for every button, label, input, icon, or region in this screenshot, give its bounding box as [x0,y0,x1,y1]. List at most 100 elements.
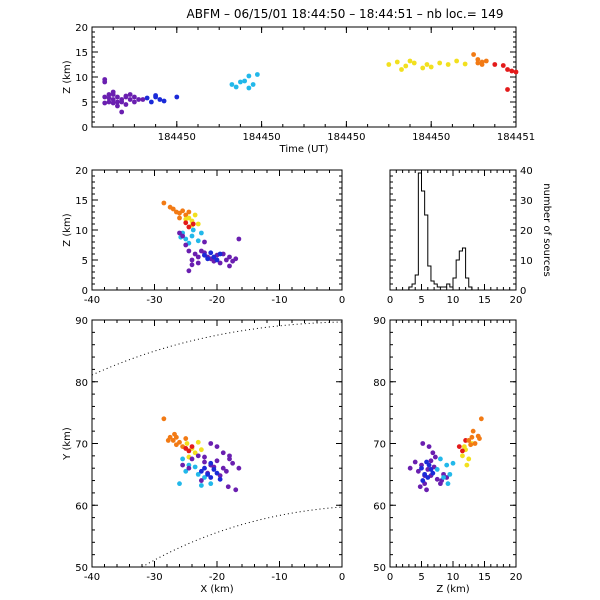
x-z-point [227,254,232,260]
time-height-point [119,99,125,105]
x-z-point [233,256,239,262]
z-y-x-tick-label: 15 [478,572,491,583]
x-z-y-label: Z (km) [62,213,73,246]
plan-view-point [195,453,201,459]
histogram-y-tick-label: 20 [520,226,533,237]
x-z-point [208,250,214,256]
time-height-point [127,92,133,97]
time-height-point [437,60,443,66]
z-y-point [434,467,440,472]
z-y-y-tick-label: 90 [373,316,386,327]
time-height-point [428,64,434,70]
plan-view-x-label: X (km) [200,584,233,595]
time-height-point [386,62,392,67]
plan-view-point [233,487,239,493]
z-y-x-tick-label: 0 [387,572,393,583]
plan-view-point [172,431,177,437]
z-y-point [466,456,472,462]
plan-view-panel: -40 -30 -20 -10 0 50 60 70 80 90 X (km) Y (km) [62,316,345,595]
plan-view-point [202,454,207,460]
time-height-point [403,63,409,69]
plan-view-y-tick-label: 50 [75,563,88,574]
plan-view-point [180,462,186,468]
z-y-point [430,470,436,476]
z-y-point [438,456,443,462]
x-z-point [214,257,220,263]
z-y-point [447,471,453,477]
histogram-x-tick-label: 15 [478,295,491,306]
z-y-x-tick-label: 20 [510,572,523,583]
time-height-point [505,87,510,92]
z-y-y-tick-label: 80 [373,378,386,389]
x-z-panel: -40 -30 -20 -10 0 0 5 10 15 20 Z (km) [62,166,345,306]
z-y-x-tick-label: 5 [418,572,424,583]
time-height-point [462,61,468,67]
z-y-point [426,444,432,449]
time-height-point [106,92,112,97]
z-y-point [425,475,431,480]
x-z-point [167,204,173,210]
x-z-point [202,252,207,258]
histogram-y-label: number of sources [541,183,552,276]
z-y-point [419,465,424,471]
z-y-point [424,487,429,493]
plan-view-point [220,465,226,471]
z-y-point [450,460,456,466]
x-z-point [211,254,217,260]
time-height-point [475,57,481,62]
x-z-point [161,200,167,206]
plan-view-point [198,483,204,488]
z-y-point [456,444,462,449]
plan-view-y-label: Y (km) [62,427,73,461]
time-height-point [115,99,120,105]
x-z-point [189,262,195,268]
x-z-point [202,239,207,245]
time-height-point [102,79,108,85]
x-z-point [192,251,198,257]
time-height-point [246,85,252,91]
time-height-point [471,52,476,57]
time-height-x-tick-label: 184450 [243,132,281,143]
z-y-point [407,465,413,471]
time-height-point [509,68,515,74]
time-height-point [110,89,116,95]
plan-view-point [202,465,207,471]
x-z-point [177,230,182,236]
x-z-x-tick-label: -20 [209,295,225,306]
z-y-point [470,428,476,434]
plan-view-point [186,465,192,471]
x-z-point [183,220,189,226]
x-z-y-tick-label: 10 [75,226,88,237]
plan-view-point [202,459,207,465]
time-height-point [102,94,108,100]
z-y-point [415,468,421,474]
x-z-point [198,248,204,254]
z-y-point [412,459,418,465]
time-height-point [233,84,239,90]
z-y-y-tick-label: 50 [373,563,386,574]
x-z-point [190,227,196,233]
z-y-point [469,434,475,440]
x-z-x-tick-label: 0 [339,295,345,306]
time-height-point [119,109,125,115]
histogram-y-tick-label: 40 [520,166,533,177]
z-y-point [434,476,440,482]
x-z-point [186,268,192,274]
plan-view-point [227,453,232,459]
time-height-point [479,62,485,67]
plan-view-point [223,468,229,474]
z-y-point [426,462,432,468]
plan-view-point [189,456,195,462]
plan-view-x-tick-label: -20 [209,572,225,583]
plan-view-point [220,450,226,456]
z-y-panel: 0 5 10 15 20 50 60 70 80 90 Z (km) [373,316,522,595]
x-z-point [223,257,229,263]
time-height-point [420,65,426,71]
z-y-point [472,441,478,446]
x-z-point [183,242,189,248]
time-height-point [238,79,243,85]
time-height-x-label: Time (UT) [279,144,329,155]
plan-view-point [230,460,236,466]
plan-view-point [180,456,186,462]
